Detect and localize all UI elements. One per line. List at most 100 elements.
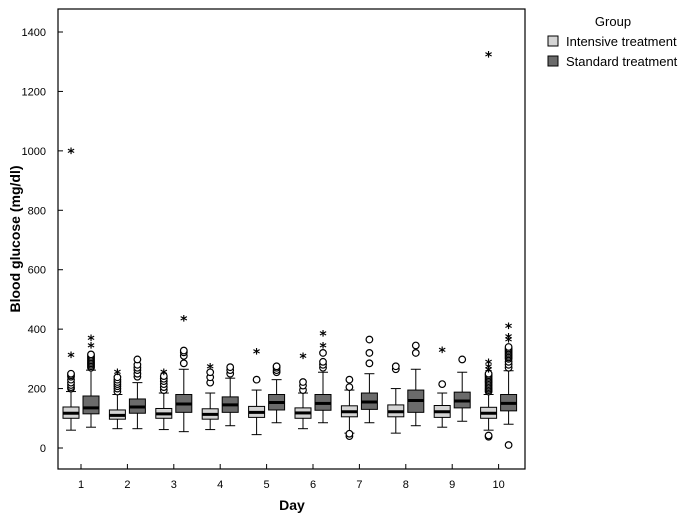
- x-tick-label: 4: [217, 479, 223, 491]
- outlier-point: [206, 368, 215, 377]
- box-day-4: [221, 363, 239, 427]
- x-tick-label: 9: [449, 479, 455, 491]
- outlier-point: [226, 363, 235, 372]
- legend-label-intensive: Intensive treatment: [566, 34, 677, 49]
- extreme-point: *: [87, 340, 95, 356]
- x-tick-label: 7: [356, 479, 362, 491]
- box-day-8: [387, 362, 405, 434]
- outlier-point: [179, 346, 188, 355]
- box-day-10: ***: [500, 321, 518, 449]
- extreme-point: *: [319, 329, 327, 345]
- box-day-9: *: [433, 345, 451, 428]
- x-tick-label: 2: [124, 479, 130, 491]
- extreme-point: *: [253, 346, 261, 362]
- outlier-point: [438, 380, 447, 389]
- outlier-point: [252, 375, 261, 384]
- outlier-point: [345, 429, 354, 438]
- box-day-4: *: [201, 361, 219, 431]
- extreme-point: *: [87, 333, 95, 349]
- x-axis: 1 2 3 4 5 6 7 8 9 10: [78, 464, 505, 491]
- box-day-3: *: [175, 314, 193, 433]
- box-day-5: [268, 362, 286, 424]
- outlier-point: [411, 341, 420, 350]
- box-day-2: *: [108, 367, 126, 430]
- extreme-point: *: [439, 345, 447, 361]
- y-tick-label: 400: [28, 324, 46, 336]
- outlier-point: [411, 349, 420, 357]
- outlier-point: [319, 349, 327, 357]
- iqr-box: [82, 395, 100, 415]
- box-day-5: *: [248, 346, 266, 436]
- box-day-7: [360, 335, 378, 424]
- outlier-point: [159, 372, 168, 380]
- x-tick-label: 3: [171, 479, 177, 491]
- outlier-point: [345, 383, 354, 391]
- outlier-point: [365, 335, 374, 344]
- box-day-3: *: [155, 367, 173, 431]
- y-tick-label: 1200: [22, 86, 46, 98]
- x-tick-label: 5: [264, 479, 270, 491]
- outlier-point: [391, 362, 400, 371]
- extreme-point: *: [485, 357, 493, 373]
- extreme-point: *: [505, 335, 513, 351]
- extreme-point: *: [67, 350, 75, 366]
- box-series-standard: ***** ***: [82, 314, 518, 449]
- y-tick-label: 600: [28, 265, 46, 277]
- extreme-point: *: [319, 340, 327, 356]
- outlier-point: [272, 362, 281, 371]
- extreme-point: *: [114, 367, 122, 383]
- extreme-point: *: [485, 49, 493, 65]
- y-axis-title: Blood glucose (mg/dl): [7, 166, 23, 313]
- plot-frame: [57, 8, 526, 470]
- extreme-point: *: [485, 364, 493, 380]
- outlier-point: [299, 378, 307, 386]
- extreme-point: *: [180, 314, 188, 330]
- box-day-10: ****: [480, 49, 498, 441]
- box-series-intensive: *** * ** * *****: [62, 49, 498, 441]
- box-day-6: *: [294, 351, 312, 430]
- legend: Group Intensive treatment Standard treat…: [547, 14, 678, 69]
- outlier-point: [365, 349, 374, 357]
- x-tick-label: 1: [78, 479, 84, 491]
- box-day-6: **: [314, 329, 332, 424]
- extreme-point: *: [505, 332, 513, 348]
- legend-swatch-intensive: [547, 35, 559, 47]
- legend-swatch-standard: [547, 55, 559, 67]
- box-day-7: [340, 375, 358, 441]
- outlier-point: [113, 373, 122, 382]
- x-tick-label: 8: [403, 479, 409, 491]
- outlier-point: [87, 350, 95, 359]
- outlier-point: [458, 355, 467, 364]
- outlier-point: [504, 343, 513, 351]
- extreme-point: *: [67, 146, 75, 162]
- box-day-8: [407, 341, 425, 427]
- outlier-point: [67, 369, 75, 378]
- extreme-point: *: [485, 361, 493, 377]
- box-day-2: [128, 355, 146, 430]
- box-day-9: [453, 355, 471, 422]
- y-tick-label: 1400: [22, 27, 46, 39]
- legend-title: Group: [595, 14, 631, 29]
- extreme-point: *: [160, 367, 168, 383]
- y-tick-label: 0: [40, 443, 46, 455]
- box-day-1: **: [82, 333, 100, 428]
- box-series-group: *** * ** * ********** ***: [62, 49, 518, 449]
- y-tick-label: 200: [28, 384, 46, 396]
- extreme-point: *: [207, 361, 215, 377]
- legend-label-standard: Standard treatment: [566, 54, 678, 69]
- y-tick-label: 1000: [22, 146, 46, 158]
- y-tick-label: 800: [28, 205, 46, 217]
- outlier-point: [484, 369, 493, 378]
- outlier-point: [365, 359, 374, 368]
- x-tick-label: 10: [492, 479, 504, 491]
- outlier-point: [319, 357, 327, 366]
- outlier-point: [345, 375, 354, 384]
- outlier-point: [133, 355, 142, 364]
- extreme-point: *: [299, 351, 307, 367]
- extreme-point: *: [505, 321, 513, 337]
- x-axis-title: Day: [279, 497, 305, 513]
- outlier-point: [179, 359, 188, 368]
- y-axis: 0 200 400 600 800 1000 1200 1400: [22, 27, 63, 455]
- outlier-point: [484, 431, 493, 440]
